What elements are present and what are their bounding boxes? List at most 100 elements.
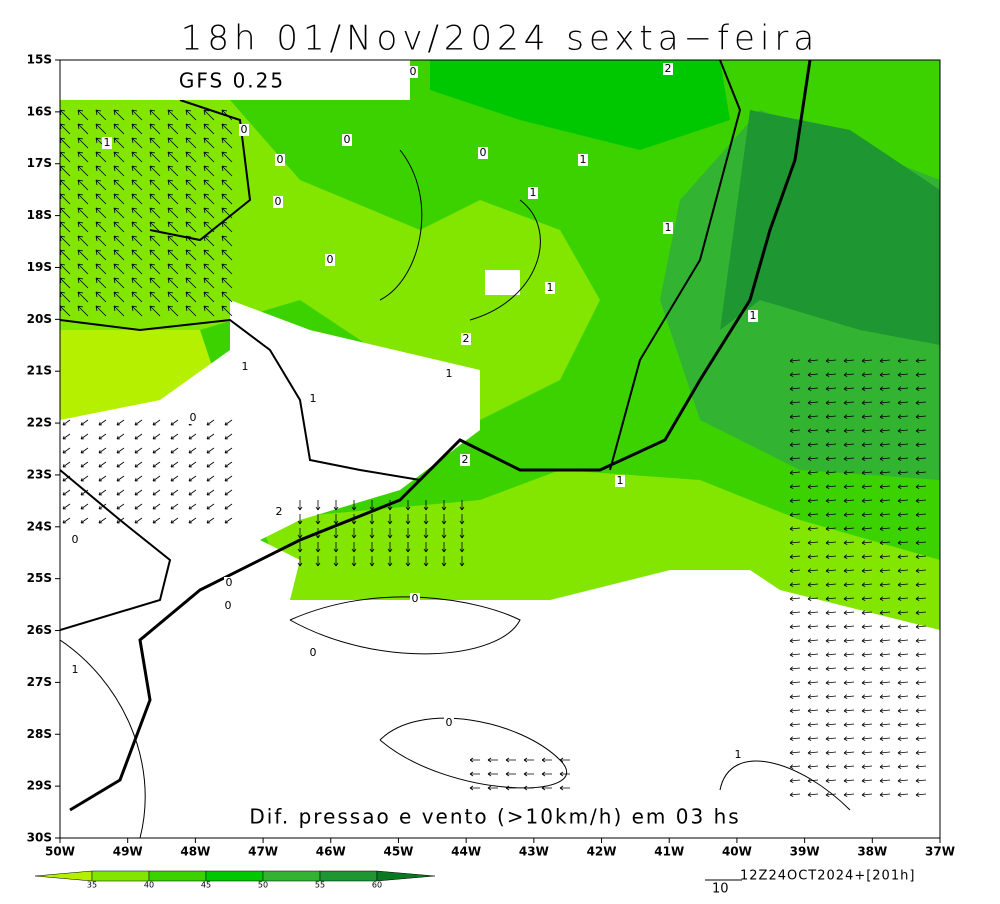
wind-arrow [405,556,411,567]
contour-labels: 0 0 0 0 0 0 0 0 0 0 0 0 0 0 1 1 1 1 1 1 1 1 1 1 1 1 2 2 2 2 [70,62,758,761]
wind-arrow [825,582,837,588]
wind-arrow [915,470,927,476]
wind-arrow [915,778,927,784]
wind-arrow [167,263,179,275]
wind-arrow [77,249,89,261]
wind-arrow [203,179,215,191]
wind-arrow [807,498,819,504]
wind-arrow [113,221,125,233]
wind-arrow [843,582,855,588]
wind-arrow [185,305,197,317]
wind-arrow [789,512,801,518]
contour-label-bg [748,310,758,322]
wind-arrow [843,540,855,546]
contour-label: 0 [410,65,417,78]
contour-label-bg [273,196,283,208]
wind-arrow [170,447,179,454]
wind-arrow [95,305,107,317]
wind-arrow [351,542,357,553]
wind-arrow [131,137,143,149]
wind-arrow [843,764,855,770]
wind-arrow [167,207,179,219]
wind-arrow [116,461,125,468]
wind-arrow [897,400,909,406]
wind-arrow [188,489,197,496]
wind-arrow [915,456,927,462]
wind-arrow [185,137,197,149]
wind-arrow [221,263,233,275]
wind-arrow [789,554,801,560]
wind-arrow [185,123,197,135]
wind-arrow [469,785,480,791]
wind-arrow [897,470,909,476]
colorbar-label: 40 [144,881,154,890]
wind-arrow [167,123,179,135]
wind-arrow [206,419,215,426]
wind-arrow [807,708,819,714]
wind-arrow [113,137,125,149]
wind-arrow [77,277,89,289]
wind-arrow [843,414,855,420]
wind-arrow [789,722,801,728]
contour-label-bg [274,506,284,518]
wind-arrow [879,540,891,546]
wind-arrow [843,638,855,644]
wind-arrow [843,750,855,756]
wind-arrow [188,461,197,468]
wind-arrow [505,785,516,791]
wind-arrow [167,305,179,317]
contour-label-bg [663,63,673,75]
colorbar: 35 40 45 50 55 60 [34,870,436,890]
wind-arrow [203,277,215,289]
wind-arrow [369,528,375,539]
wind-arrow [825,484,837,490]
wind-arrow [315,556,321,567]
wind-arrow [95,151,107,163]
lon-label: 48W [180,845,210,859]
contour-label: 0 [344,133,351,146]
wind-arrow [843,470,855,476]
wind-arrow [897,694,909,700]
wind-arrow [134,475,143,482]
wind-arrow [789,652,801,658]
colorbar-segment [91,870,150,882]
wind-arrow [807,624,819,630]
wind-arrow [405,542,411,553]
wind-arrow [807,666,819,672]
contour-label: 0 [275,195,282,208]
contour-label: 0 [226,576,233,589]
wind-arrow [807,638,819,644]
run-label: 12Z24OCT2024+[201h] [740,869,915,884]
wind-arrow [95,165,107,177]
wind-arrow [861,358,873,364]
wind-arrow [897,652,909,658]
wind-arrow [149,151,161,163]
wind-arrow [897,582,909,588]
wind-arrow [789,400,801,406]
contour-label: 0 [327,253,334,266]
wind-arrow [167,109,179,121]
wind-arrow [897,792,909,798]
wind-arrow [843,428,855,434]
wind-arrow [62,489,71,496]
wind-arrow [62,419,71,426]
wind-arrow [188,517,197,524]
contour-label: 0 [225,599,232,612]
contour-label: 0 [310,646,317,659]
wind-arrow [861,694,873,700]
wind-arrow [807,414,819,420]
wind-arrow [116,419,125,426]
wind-arrow [369,556,375,567]
wind-arrow [369,500,375,511]
wind-arrow [897,456,909,462]
wind-arrow [879,456,891,462]
wind-arrow [224,489,233,496]
wind-arrow [203,291,215,303]
contour-label-bg [70,534,80,546]
wind-arrow [369,514,375,525]
wind-arrow [861,512,873,518]
wind-arrow [861,372,873,378]
wind-arrow [167,291,179,303]
colorbar-label: 50 [258,881,268,890]
lon-label: 45W [383,845,413,859]
